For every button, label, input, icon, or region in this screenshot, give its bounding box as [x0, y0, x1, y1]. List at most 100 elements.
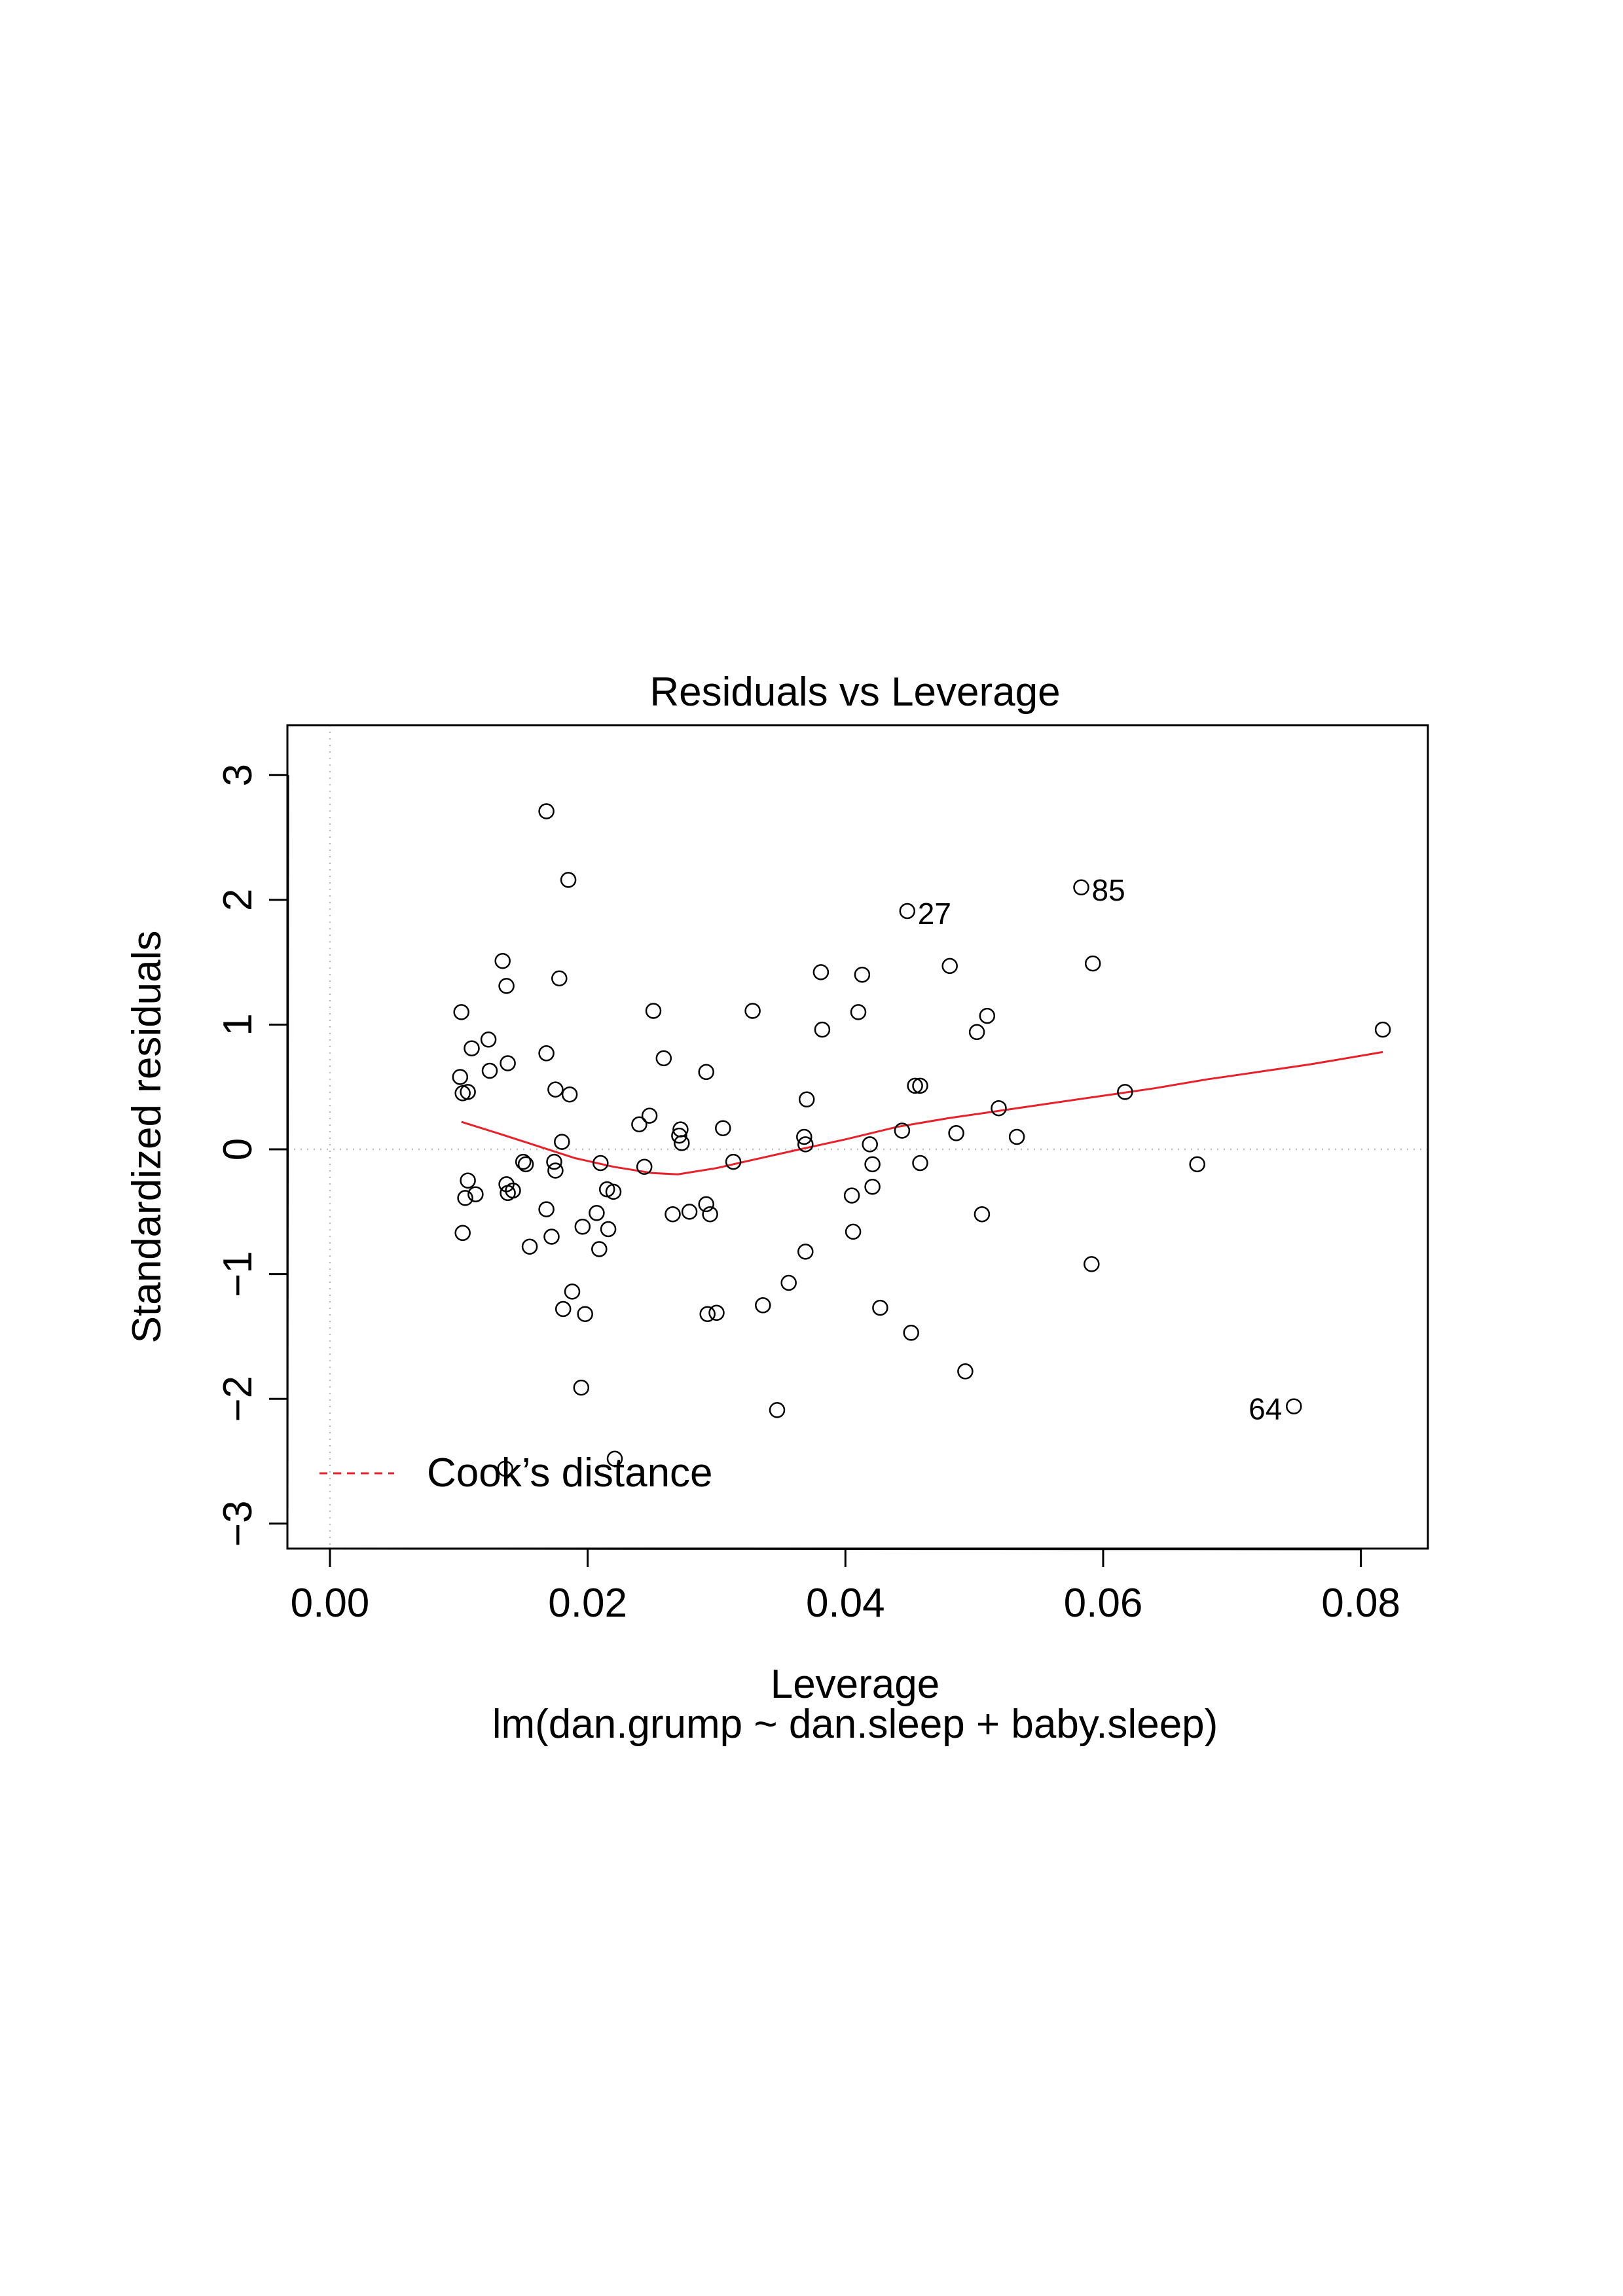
data-point	[1286, 1398, 1302, 1414]
data-point	[1084, 1256, 1100, 1272]
data-point	[864, 1156, 881, 1173]
data-point	[854, 966, 871, 983]
data-point	[864, 1178, 881, 1195]
smooth-line	[461, 1050, 1383, 1175]
data-point	[606, 1450, 623, 1467]
data-point	[600, 1221, 617, 1238]
point-labels-layer: 27 85 64	[918, 873, 1283, 1426]
y-axis: −3 −2 −1 0 1 2 3	[215, 764, 289, 1547]
data-point	[991, 1100, 1007, 1117]
data-point	[555, 1300, 572, 1318]
data-point	[681, 1204, 698, 1220]
data-point	[769, 1402, 786, 1418]
point-label-64: 64	[1249, 1392, 1282, 1426]
data-point	[631, 1116, 647, 1133]
y-tick-label: −2	[215, 1376, 261, 1422]
data-point	[561, 1086, 578, 1103]
points-layer	[452, 803, 1391, 1477]
data-point	[814, 1021, 831, 1038]
x-tick-label: 0.08	[1321, 1581, 1400, 1626]
data-point	[665, 1206, 681, 1223]
data-point	[605, 1183, 622, 1200]
data-point	[1084, 955, 1101, 972]
legend-label-cooks-distance: Cook’s distance	[427, 1450, 713, 1496]
data-point	[543, 1229, 560, 1245]
data-point	[979, 1007, 996, 1024]
point-label-27: 27	[918, 897, 951, 931]
data-point	[546, 1153, 562, 1170]
data-point	[573, 1379, 590, 1396]
data-point	[674, 1135, 690, 1151]
data-point	[538, 803, 555, 819]
data-point	[941, 958, 958, 975]
data-point	[702, 1206, 718, 1223]
legend: Cook’s distance	[319, 1450, 713, 1496]
data-point	[1073, 879, 1089, 896]
data-point	[957, 1363, 974, 1380]
data-point	[452, 1069, 469, 1085]
data-point	[636, 1158, 653, 1175]
data-point	[755, 1297, 771, 1314]
data-point	[1008, 1128, 1025, 1145]
data-point	[505, 1182, 521, 1199]
data-point	[500, 1055, 516, 1071]
data-point	[698, 1196, 714, 1213]
data-point	[796, 1128, 812, 1145]
data-point	[843, 1187, 860, 1204]
data-point	[708, 1304, 725, 1321]
data-point	[538, 1045, 555, 1062]
data-point	[744, 1003, 761, 1019]
data-point	[454, 1225, 471, 1242]
data-point	[498, 978, 515, 994]
data-point	[797, 1244, 814, 1260]
data-point	[467, 1186, 484, 1202]
data-point	[671, 1127, 687, 1144]
data-point	[538, 1201, 555, 1217]
data-point	[497, 1460, 513, 1477]
x-tick-label: 0.02	[548, 1581, 627, 1626]
data-point	[699, 1306, 716, 1322]
y-tick-label: −3	[215, 1501, 261, 1547]
data-point	[798, 1091, 815, 1108]
data-point	[457, 1190, 473, 1206]
x-axis-label: Leverage	[771, 1662, 940, 1707]
point-label-85: 85	[1092, 873, 1125, 907]
data-point	[464, 1040, 480, 1056]
data-point	[974, 1206, 991, 1223]
reference-lines	[287, 725, 1428, 1549]
data-point	[725, 1153, 742, 1170]
data-point	[1117, 1084, 1133, 1100]
data-point	[903, 1325, 919, 1341]
y-tick-label: 1	[215, 1013, 261, 1035]
data-point	[521, 1238, 538, 1255]
data-point	[577, 1306, 593, 1322]
data-point	[560, 872, 577, 888]
data-point	[494, 952, 511, 969]
data-point	[481, 1062, 498, 1079]
data-point	[698, 1064, 714, 1081]
data-point	[907, 1077, 923, 1094]
data-point	[641, 1107, 658, 1124]
data-point	[593, 1155, 609, 1172]
data-point	[547, 1081, 564, 1098]
data-point	[591, 1241, 608, 1257]
data-point	[547, 1162, 564, 1179]
data-point	[899, 903, 916, 920]
x-tick-label: 0.06	[1064, 1581, 1143, 1626]
data-point	[845, 1223, 862, 1240]
data-point	[517, 1156, 534, 1173]
y-tick-label: −1	[215, 1251, 261, 1297]
data-point	[589, 1205, 605, 1221]
data-point	[850, 1004, 867, 1020]
x-tick-label: 0.04	[806, 1581, 885, 1626]
data-point	[780, 1274, 797, 1291]
data-point	[453, 1004, 469, 1020]
data-point	[948, 1125, 964, 1141]
x-axis: 0.00 0.02 0.04 0.06 0.08	[291, 1547, 1400, 1626]
data-point	[460, 1172, 476, 1189]
y-tick-label: 2	[215, 889, 261, 911]
smooth-line-layer	[461, 1050, 1383, 1175]
y-tick-label: 3	[215, 764, 261, 786]
data-point	[912, 1155, 928, 1172]
